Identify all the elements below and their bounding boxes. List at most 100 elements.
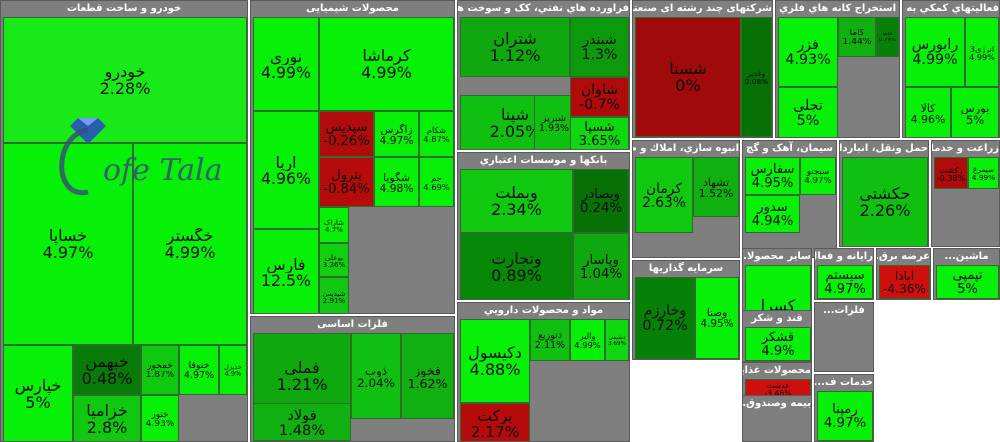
stock-tile[interactable]: سپدیس -0.26% <box>319 111 374 157</box>
stock-tile[interactable]: تجلی 5% <box>778 87 838 137</box>
sector-9: سیمان، آهک و گچ سفارس 4.95% سدور 4.94% سبجنو 4… <box>742 140 837 258</box>
stock-tile[interactable]: بورس 5% <box>951 87 999 137</box>
tile-symbol: والبر <box>579 332 596 341</box>
stock-tile[interactable]: حکشتی 2.26% <box>842 157 928 246</box>
stock-tile[interactable]: شپدیس 2.91% <box>319 277 349 313</box>
stock-tile[interactable]: وبملت 2.34% <box>460 169 573 233</box>
stock-tile[interactable]: فولاد 1.48% <box>253 403 351 441</box>
tile-symbol: شگویا <box>383 171 410 183</box>
stock-tile[interactable]: خساپا 4.97% <box>3 143 133 345</box>
tile-symbol: شبندر <box>582 33 617 48</box>
tile-symbol: شبریز <box>542 114 566 124</box>
stock-tile[interactable]: نوری 4.99% <box>253 17 319 111</box>
stock-tile[interactable]: سبجنو 4.97% <box>800 157 836 195</box>
tile-change: 4.7% <box>324 225 344 234</box>
stock-tile[interactable]: کرماشا 4.99% <box>319 17 454 111</box>
tile-change: 4.98% <box>379 183 414 195</box>
tile-symbol: سفارس <box>750 163 795 177</box>
tile-symbol: کسرا <box>760 297 796 314</box>
stock-tile[interactable]: شستا 0% <box>635 17 741 137</box>
stock-tile[interactable]: خودرو 2.28% <box>3 17 247 143</box>
stock-tile[interactable]: فارس 12.5% <box>253 229 319 313</box>
tile-symbol: شسپا <box>584 121 615 135</box>
stock-tile[interactable]: رابورس 4.99% <box>905 17 965 87</box>
stock-tile[interactable]: خپارس 5% <box>3 345 73 441</box>
stock-tile[interactable]: آریا 4.96% <box>253 111 319 229</box>
sector-title: شرکتهای چند رشته ای صنعتی <box>633 3 772 14</box>
tile-symbol: بورس <box>960 102 990 114</box>
stock-tile[interactable]: وبصادر 0.24% <box>573 169 629 233</box>
stock-tile[interactable]: دشیمی 3.69% <box>605 319 629 361</box>
stock-tile[interactable]: شسپا 3.65% <box>570 117 629 149</box>
stock-tile[interactable]: وتجارت 0.89% <box>460 233 573 299</box>
stock-tile[interactable]: ذوب 2.04% <box>351 333 401 419</box>
stock-tile[interactable]: شکام 4.87% <box>419 111 454 157</box>
stock-tile[interactable]: وغدیر 0.08% <box>741 17 772 137</box>
stock-tile[interactable]: تپمپی 5% <box>936 265 999 299</box>
stock-tile[interactable]: بوعلی 3.36% <box>319 243 349 277</box>
stock-tile[interactable]: برکت 2.17% <box>460 403 530 441</box>
tile-symbol: خبهمن <box>85 354 129 371</box>
stock-tile[interactable]: غدشت -3.46% <box>745 379 811 399</box>
tile-change: 3.36% <box>322 260 346 269</box>
tile-change: 3.65% <box>578 134 621 149</box>
stock-tile[interactable]: ختوقا 4.97% <box>179 345 219 395</box>
stock-tile[interactable]: شگویا 4.98% <box>374 157 419 207</box>
sector-2: فراورده هاي نفتي، كک و سوخت هس...شتران1.… <box>457 0 630 150</box>
tile-change: -0.38% <box>936 173 966 183</box>
stock-tile[interactable]: زکشت -0.38% <box>934 157 968 189</box>
stock-tile[interactable]: سیستم 4.97% <box>817 265 873 299</box>
tile-change: 4.96% <box>910 114 946 126</box>
stock-tile[interactable]: آبادا -4.36% <box>879 265 930 299</box>
stock-tile[interactable]: قشکر 4.9% <box>745 327 811 361</box>
sector-1: محصولات شیمیایی نوری 4.99% کرماشا 4.99% آریا 4… <box>250 0 455 314</box>
tile-symbol: تجلی <box>793 99 823 114</box>
sector-title: مواد و محصولات دارويي <box>483 305 604 316</box>
stock-tile[interactable]: کدما 0.74% <box>876 17 899 57</box>
stock-tile[interactable]: خگستر 4.99% <box>133 143 247 345</box>
stock-tile[interactable]: ختور 4.93% <box>141 395 179 441</box>
stock-tile[interactable]: فخوز 1.62% <box>401 333 454 419</box>
stock-tile[interactable]: سیمرغ 4.99% <box>968 157 999 189</box>
stock-tile[interactable]: خبهمن 0.48% <box>73 345 141 395</box>
tile-symbol: برکت <box>477 407 513 424</box>
tile-symbol: خگستر <box>166 228 214 245</box>
stock-tile[interactable]: انرژی3 4.99% <box>965 17 999 87</box>
tile-change: 4.99% <box>912 52 958 68</box>
stock-tile[interactable]: والبر 4.99% <box>570 319 605 361</box>
stock-tile[interactable]: سفارس 4.95% <box>745 157 800 195</box>
stock-tile[interactable]: شبریز 1.93% <box>534 95 574 149</box>
stock-tile[interactable]: رمپنا 4.97% <box>817 391 873 441</box>
stock-tile[interactable]: شاراک 4.7% <box>319 207 349 243</box>
stock-tile[interactable]: دتوزیع 2.11% <box>530 319 570 361</box>
stock-tile[interactable]: کالا 4.96% <box>905 87 951 137</box>
stock-tile[interactable]: وپاسار 1.04% <box>573 233 629 299</box>
tile-symbol: تپمپی <box>952 269 983 283</box>
stock-tile[interactable]: کاما 1.44% <box>838 17 876 57</box>
stock-tile[interactable]: وخارزم 0.72% <box>635 277 695 359</box>
stock-tile[interactable]: دکیسول 4.88% <box>460 319 530 403</box>
tile-change: 4.88% <box>469 361 521 379</box>
stock-tile[interactable]: خمحور 1.87% <box>141 345 179 395</box>
tile-change: 5% <box>25 394 51 412</box>
stock-tile[interactable]: خزامیا 2.8% <box>73 395 141 441</box>
stock-tile[interactable]: جم 4.69% <box>419 157 454 207</box>
stock-tile[interactable]: شبندر 1.3% <box>570 17 629 77</box>
tile-symbol: جم <box>431 174 442 183</box>
stock-tile[interactable]: تشهاد 1.52% <box>693 157 739 217</box>
stock-tile[interactable]: کرمان 2.63% <box>635 157 693 233</box>
stock-tile[interactable]: خدیزل 4.9% <box>219 345 247 395</box>
tile-symbol: وبملت <box>495 185 538 202</box>
tile-change: -3.46% <box>764 389 792 398</box>
tile-symbol: نوری <box>269 48 303 65</box>
stock-tile[interactable]: فزر 4.93% <box>778 17 838 87</box>
tile-symbol: دشیمی <box>608 335 626 341</box>
tile-change: 1.48% <box>278 422 326 439</box>
stock-tile[interactable]: وصنا 4.95% <box>695 277 739 359</box>
stock-tile[interactable]: زاگرس 4.97% <box>374 111 419 157</box>
sector-5: استخراج كانه هاي فلزي فزر 4.93% کاما 1.44% کد… <box>775 0 900 138</box>
stock-tile[interactable]: شتران 1.12% <box>460 17 570 77</box>
stock-tile[interactable]: سدور 4.94% <box>745 195 800 233</box>
stock-tile[interactable]: شاوان -0.7% <box>570 77 629 117</box>
stock-tile[interactable]: بترول -0.84% <box>319 157 374 207</box>
